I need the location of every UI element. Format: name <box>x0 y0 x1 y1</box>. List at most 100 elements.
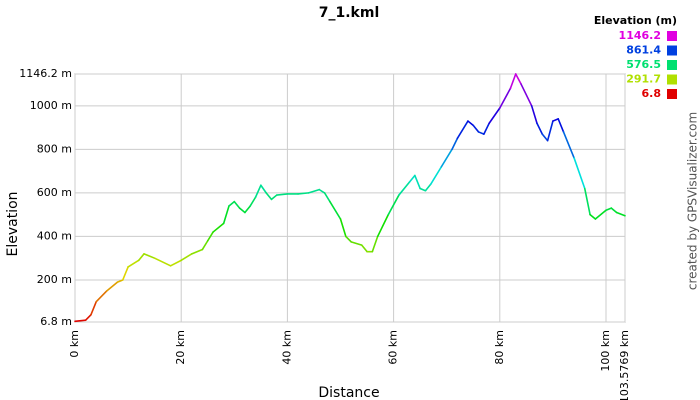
line-segment <box>376 213 390 238</box>
y-tick-label: 800 m <box>37 142 72 155</box>
line-segment <box>419 187 427 192</box>
line-segment <box>541 133 549 142</box>
line-segment <box>557 118 565 133</box>
line-segment <box>329 200 342 220</box>
line-segment <box>371 235 379 253</box>
line-segment <box>270 194 278 201</box>
line-segment <box>594 209 607 220</box>
line-segment <box>488 107 501 125</box>
x-tick-label: 80 km <box>493 330 506 365</box>
line-segment <box>307 188 321 194</box>
line-segment <box>254 184 262 199</box>
y-axis-label: Elevation <box>5 191 21 256</box>
line-segment <box>350 241 363 246</box>
x-tick-label: 0 km <box>68 330 81 358</box>
line-segment <box>265 192 273 201</box>
y-tick-label: 600 m <box>37 186 72 199</box>
x-tick-label: 40 km <box>280 330 293 365</box>
chart-title: 7_1.kml <box>319 5 380 21</box>
line-segment <box>398 181 411 196</box>
line-segment <box>424 183 432 192</box>
line-segment <box>360 244 368 253</box>
line-segment <box>116 279 124 283</box>
line-segment <box>153 257 172 267</box>
y-tick-label: 200 m <box>37 273 72 286</box>
line-segment <box>180 253 193 262</box>
line-segment <box>84 313 92 322</box>
line-segment <box>201 239 209 251</box>
legend-label: 1146.2 <box>619 29 661 42</box>
line-segment <box>137 253 145 262</box>
y-tick-label: 1146.2 m <box>19 67 72 80</box>
line-segment <box>249 196 257 207</box>
line-segment <box>323 192 331 203</box>
legend-swatch <box>667 31 677 41</box>
line-segment <box>191 248 204 255</box>
line-segment <box>562 131 575 159</box>
line-segment <box>552 118 560 122</box>
line-segment <box>106 281 119 292</box>
line-segment <box>95 290 108 303</box>
line-segment <box>589 213 597 220</box>
legend-title: Elevation (m) <box>594 14 677 27</box>
legend-swatch <box>667 45 677 56</box>
legend-label: 6.8 <box>642 87 662 100</box>
line-segment <box>297 192 310 195</box>
line-segment <box>605 207 613 212</box>
y-tick-label: 6.8 m <box>40 315 72 328</box>
plot-area <box>74 73 626 323</box>
line-segment <box>90 300 98 316</box>
line-segment <box>472 124 480 133</box>
line-segment <box>440 148 453 168</box>
line-segment <box>143 253 156 259</box>
line-segment <box>212 222 225 233</box>
line-segment <box>467 120 475 127</box>
line-segment <box>451 137 459 151</box>
x-tick-label: 20 km <box>174 330 187 365</box>
line-segment <box>530 105 538 125</box>
x-tick-label: 60 km <box>387 330 400 365</box>
line-segment <box>610 207 618 214</box>
line-segment <box>121 266 129 281</box>
line-segment <box>429 165 443 185</box>
line-segment <box>573 157 586 190</box>
y-tick-label: 400 m <box>37 229 72 242</box>
line-segment <box>456 120 469 140</box>
y-tick-label: 1000 m <box>30 99 72 112</box>
legend-swatch <box>667 89 677 99</box>
line-segment <box>238 207 246 214</box>
legend-label: 576.5 <box>626 58 661 71</box>
line-segment <box>345 235 352 243</box>
line-segment <box>583 187 591 216</box>
line-segment <box>520 83 533 107</box>
line-segment <box>339 218 347 238</box>
line-segment <box>477 131 485 135</box>
line-segment <box>244 205 252 214</box>
line-segment <box>318 188 326 194</box>
legend-label: 861.4 <box>626 44 661 57</box>
line-segment <box>127 259 140 268</box>
line-segment <box>74 319 87 323</box>
line-segment <box>408 174 416 183</box>
legend-swatch <box>667 74 677 85</box>
legend-label: 291.7 <box>626 73 661 86</box>
line-segment <box>275 193 289 196</box>
line-segment <box>414 174 421 190</box>
line-segment <box>206 231 214 242</box>
line-segment <box>514 73 522 85</box>
line-segment <box>233 200 241 209</box>
line-segment <box>509 73 517 90</box>
x-tick-label: 100 km <box>599 330 612 372</box>
credit: created by GPSVisualizer.com <box>686 112 700 290</box>
line-segment <box>222 205 230 225</box>
line-segment <box>615 211 626 217</box>
x-axis-label: Distance <box>318 385 379 400</box>
legend-swatch <box>667 60 677 70</box>
line-segment <box>169 259 183 267</box>
line-segment <box>499 87 512 109</box>
x-tick-label: 103.5769 km <box>618 330 631 400</box>
line-segment <box>387 194 400 216</box>
line-segment <box>228 200 236 207</box>
line-segment <box>260 184 267 194</box>
line-segment <box>546 120 554 142</box>
